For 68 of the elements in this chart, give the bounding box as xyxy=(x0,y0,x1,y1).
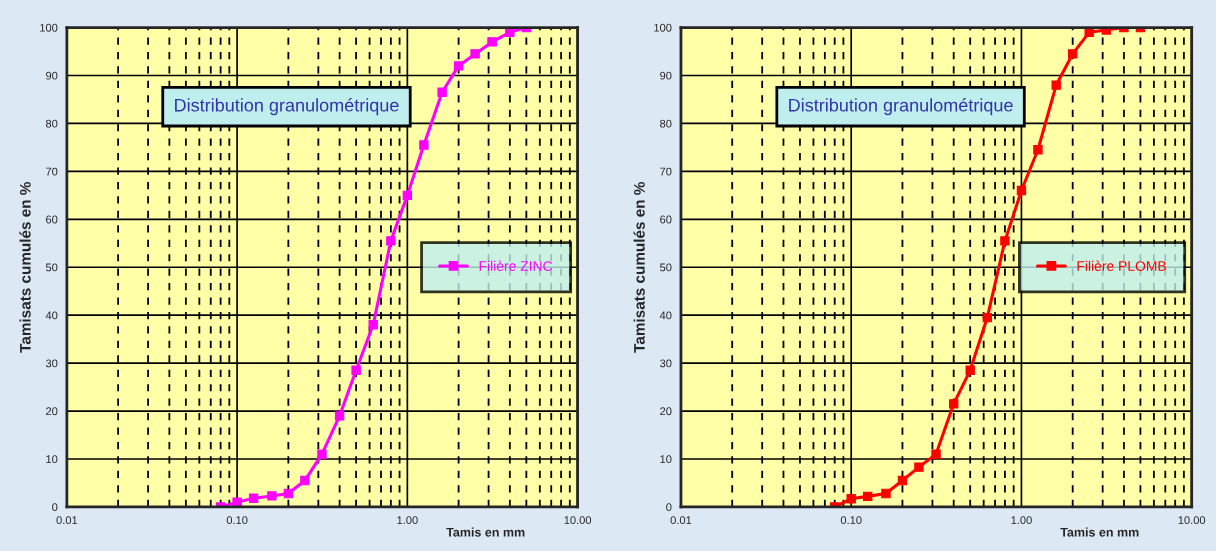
x-tick-label: 0.10 xyxy=(840,516,862,525)
y-tick-label: 40 xyxy=(659,311,672,320)
y-axis-title: Tamisats cumulés en % xyxy=(19,182,31,353)
x-tick-label: 10.00 xyxy=(1178,516,1206,525)
point xyxy=(982,312,992,323)
point xyxy=(846,494,856,504)
point xyxy=(1033,145,1043,155)
y-tick-label: 70 xyxy=(46,167,58,176)
point xyxy=(453,61,464,71)
text: Distribution granulométrique xyxy=(789,98,1013,116)
y-tick-label: 10 xyxy=(660,455,672,464)
y-tick-label: 40 xyxy=(45,311,58,320)
point xyxy=(1051,80,1061,90)
y-tick-label: 70 xyxy=(660,167,672,176)
x-tick-label: 1.00 xyxy=(1011,516,1032,525)
text: Distribution granulométrique xyxy=(175,98,399,116)
y-tick-label: 100 xyxy=(654,23,672,32)
y-tick-label: 80 xyxy=(660,119,672,128)
y-tick-label: 100 xyxy=(40,23,58,32)
y-tick-label: 30 xyxy=(660,359,672,368)
point xyxy=(470,49,480,59)
point xyxy=(386,236,396,246)
y-tick-label: 90 xyxy=(46,71,58,80)
point xyxy=(351,365,361,375)
x-axis-title: Tamis en mm xyxy=(446,527,525,537)
point xyxy=(283,488,294,499)
point xyxy=(914,462,924,472)
point xyxy=(949,399,959,409)
y-tick-label: 0 xyxy=(666,503,672,512)
x-tick-label: 10.00 xyxy=(564,516,592,525)
point xyxy=(965,365,975,375)
y-tick-label: 10 xyxy=(46,455,58,464)
point xyxy=(863,491,873,502)
point xyxy=(437,87,447,97)
point xyxy=(368,320,378,330)
point xyxy=(334,411,345,421)
point xyxy=(232,497,242,507)
point xyxy=(300,475,310,486)
x-tick-label: 0.10 xyxy=(226,516,248,525)
y-tick-label: 80 xyxy=(45,119,58,128)
x-tick-label: 1.00 xyxy=(397,516,418,525)
point xyxy=(1068,49,1078,59)
point xyxy=(267,491,277,501)
y-tick-label: 50 xyxy=(660,263,672,272)
y-tick-label: 60 xyxy=(46,215,58,224)
point xyxy=(402,190,413,201)
x-axis-title: Tamis en mm xyxy=(1060,527,1139,537)
point xyxy=(419,140,429,150)
legend-label: Filière PLOMB xyxy=(1077,260,1166,271)
x-tick-label: 0.01 xyxy=(56,516,78,525)
y-tick-label: 0 xyxy=(52,503,58,512)
y-tick-label: 90 xyxy=(660,71,672,80)
y-tick-label: 60 xyxy=(660,215,672,224)
point xyxy=(1000,236,1010,246)
y-tick-label: 30 xyxy=(45,359,58,368)
point xyxy=(248,493,259,503)
y-tick-label: 50 xyxy=(45,263,58,272)
point xyxy=(897,475,908,486)
y-tick-label: 20 xyxy=(46,407,58,416)
point xyxy=(1016,185,1027,196)
point xyxy=(931,449,941,459)
point xyxy=(317,449,327,459)
y-axis-title: Tamisats cumulés en % xyxy=(633,182,645,353)
x-tick-label: 0.01 xyxy=(670,516,692,525)
y-tick-label: 20 xyxy=(660,407,672,416)
point xyxy=(881,488,891,499)
legend-label: Filière ZINC xyxy=(479,260,553,271)
point xyxy=(487,37,497,47)
